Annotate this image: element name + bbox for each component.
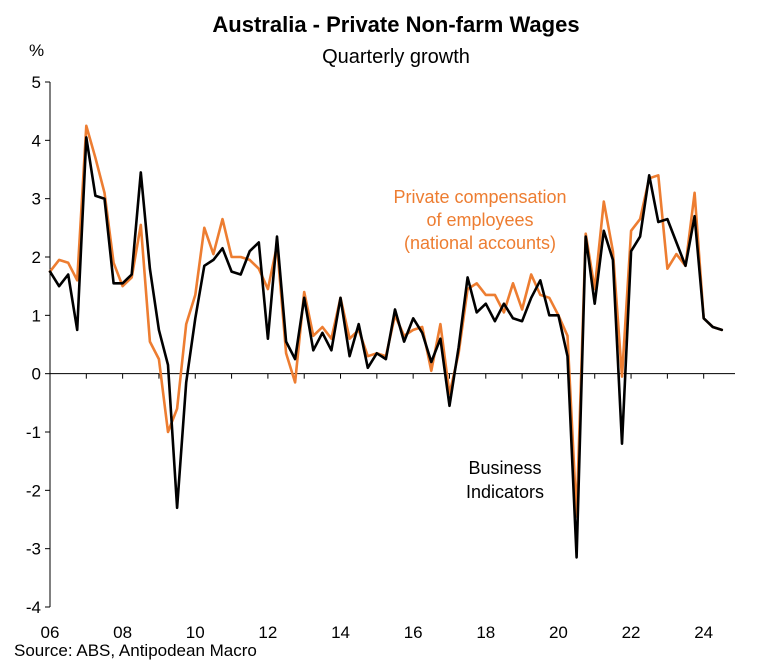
x-axis: 06 08 10 12 14 16 18 20 22 24 [41, 373, 735, 642]
y-tick-label: 2 [32, 248, 41, 267]
compensation-series-line [48, 124, 724, 518]
x-tick-label: 08 [113, 623, 132, 642]
x-tick-label: 22 [622, 623, 641, 642]
x-tick-label: 20 [549, 623, 568, 642]
y-tick-label: 1 [32, 306, 41, 325]
chart-title: Australia - Private Non-farm Wages [212, 12, 579, 37]
y-tick-label: -4 [26, 598, 41, 617]
plot-series [48, 124, 724, 559]
business-series-line [48, 136, 724, 559]
y-tick-label: 3 [32, 190, 41, 209]
y-tick-label: 4 [32, 131, 41, 150]
x-tick-label: 10 [186, 623, 205, 642]
x-tick-label: 16 [404, 623, 423, 642]
compensation-annotation-line-3: (national accounts) [404, 233, 556, 253]
x-tick-label: 24 [694, 623, 713, 642]
y-axis-unit-label: % [29, 41, 44, 60]
compensation-annotation-line-2: of employees [426, 210, 533, 230]
business-annotation-line-2: Indicators [466, 482, 544, 502]
x-tick-label: 12 [258, 623, 277, 642]
x-tick-label: 18 [476, 623, 495, 642]
y-tick-label: 5 [32, 73, 41, 92]
y-axis: 5 4 3 2 1 0 -1 -2 -3 -4 [26, 73, 51, 617]
business-annotation-line-1: Business [468, 458, 541, 478]
y-tick-label: -3 [26, 540, 41, 559]
business-annotation: Business Indicators [466, 458, 544, 502]
compensation-annotation-line-1: Private compensation [393, 187, 566, 207]
x-tick-label: 14 [331, 623, 350, 642]
compensation-annotation: Private compensation of employees (natio… [393, 187, 566, 253]
source-note: Source: ABS, Antipodean Macro [14, 641, 257, 660]
x-tick-label: 06 [41, 623, 60, 642]
y-tick-label: -1 [26, 423, 41, 442]
y-tick-label: -2 [26, 481, 41, 500]
chart-subtitle: Quarterly growth [322, 46, 470, 68]
y-tick-label: 0 [32, 365, 41, 384]
